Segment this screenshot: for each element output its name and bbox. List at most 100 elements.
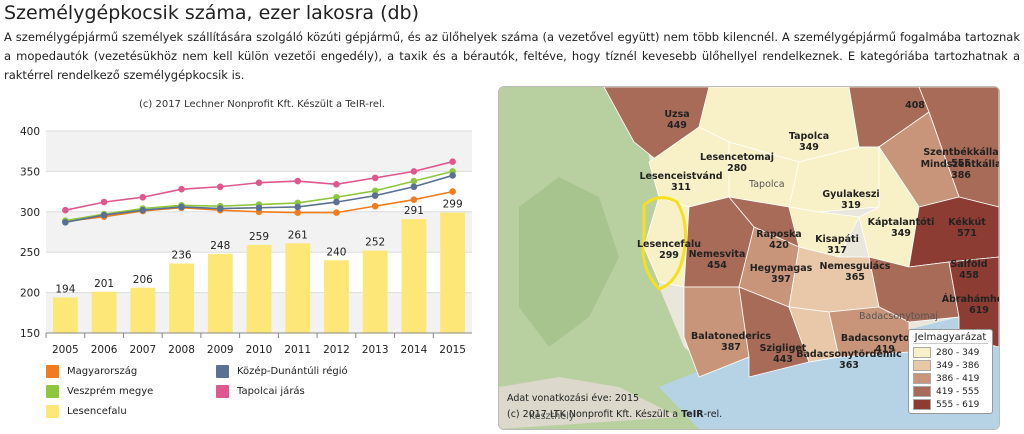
series-point bbox=[255, 179, 263, 187]
bar-data-label: 299 bbox=[443, 199, 463, 211]
series-point bbox=[216, 183, 224, 191]
series-point bbox=[333, 193, 340, 201]
region-lesencefalu[interactable] bbox=[643, 196, 690, 288]
bar-data-label: 252 bbox=[365, 237, 385, 249]
bar bbox=[91, 291, 117, 333]
region-value-label: 299 bbox=[659, 250, 679, 261]
region-name-label: Badacsonytomaj bbox=[841, 333, 929, 344]
bar-data-label: 194 bbox=[55, 283, 75, 295]
series-point bbox=[449, 158, 456, 166]
map-legend-row: 555 - 619 bbox=[913, 398, 988, 411]
legend-label: Lesencefalu bbox=[67, 406, 127, 417]
series-point bbox=[371, 174, 379, 182]
region-kisapati[interactable] bbox=[788, 206, 860, 258]
series-point bbox=[139, 193, 147, 201]
region-value-label: 311 bbox=[671, 182, 691, 193]
series-point bbox=[333, 209, 340, 216]
series-point bbox=[410, 177, 418, 185]
x-tick-label: 2006 bbox=[91, 344, 118, 356]
town-label: Tapolca bbox=[748, 179, 785, 190]
region-name-label: Lesenceistvánd bbox=[639, 171, 722, 182]
legend-label: Tapolcai járás bbox=[237, 386, 305, 397]
x-tick-label: 2005 bbox=[52, 344, 79, 356]
map-legend-row: 386 - 419 bbox=[913, 372, 988, 385]
region-value-label: 571 bbox=[957, 228, 977, 239]
region-name-label: Mindszentkálla bbox=[921, 159, 999, 170]
legend-item[interactable]: Tapolcai járás bbox=[216, 385, 305, 398]
series-point bbox=[294, 203, 302, 211]
region-nemesgulacs[interactable] bbox=[788, 246, 880, 313]
y-tick-label: 250 bbox=[20, 247, 40, 259]
legend-item[interactable]: Magyarország bbox=[46, 365, 137, 378]
map-svg[interactable]: Tapolca Keszthely Badacsonytomaj Uzsa449… bbox=[499, 87, 999, 429]
bar bbox=[207, 253, 233, 333]
map-legend-label: 386 - 419 bbox=[936, 373, 980, 384]
map-legend-swatch bbox=[913, 360, 931, 371]
legend-item[interactable]: Lesencefalu bbox=[46, 405, 127, 418]
legend-label: Veszprém megye bbox=[67, 386, 154, 397]
grid-band bbox=[46, 131, 472, 172]
series-point bbox=[333, 198, 340, 206]
region-balatonederics[interactable] bbox=[683, 286, 750, 378]
series-point bbox=[62, 206, 69, 214]
region-value-label: 449 bbox=[667, 120, 687, 131]
bar bbox=[324, 260, 349, 333]
series-point bbox=[62, 219, 69, 226]
region-name-label: Gyulakeszi bbox=[822, 189, 879, 200]
bar-data-label: 240 bbox=[326, 246, 346, 258]
map-legend-swatch bbox=[913, 399, 931, 410]
region-name-label: Nemesvita bbox=[689, 249, 746, 260]
legend-swatch bbox=[46, 365, 59, 378]
town-label: Badacsonytomaj bbox=[859, 311, 938, 322]
region-name-label: Szentbékkálla bbox=[923, 147, 998, 158]
region-kekkut[interactable] bbox=[908, 196, 999, 268]
series-point bbox=[255, 204, 263, 212]
region-value-label: 419 bbox=[875, 344, 895, 355]
legend-item[interactable]: Veszprém megye bbox=[46, 385, 153, 398]
series-point bbox=[333, 181, 340, 188]
bar bbox=[401, 219, 427, 333]
map-panel[interactable]: Tapolca Keszthely Badacsonytomaj Uzsa 449… bbox=[498, 86, 1000, 430]
region-name-label: Káptalantóti bbox=[868, 217, 935, 228]
x-tick-label: 2015 bbox=[439, 344, 466, 356]
region-value-label: 408 bbox=[905, 100, 925, 111]
region-name-label: Tapolca bbox=[789, 131, 829, 142]
region-value-label: 349 bbox=[891, 228, 911, 239]
region-value-label: 319 bbox=[841, 200, 861, 211]
series-point bbox=[294, 209, 302, 216]
map-legend-label: 419 - 555 bbox=[936, 386, 980, 397]
y-tick-label: 150 bbox=[20, 328, 40, 340]
region-value-label: 365 bbox=[845, 272, 865, 283]
bar-data-label: 261 bbox=[288, 229, 308, 241]
region-value-label: 363 bbox=[839, 360, 859, 371]
region-name-label: Szigliget bbox=[760, 343, 807, 354]
region-name-label: Uzsa bbox=[664, 109, 689, 120]
y-tick-label: 400 bbox=[20, 126, 40, 138]
y-tick-label: 350 bbox=[20, 166, 40, 178]
region-value-label: 454 bbox=[707, 260, 727, 271]
x-tick-label: 2010 bbox=[246, 344, 273, 356]
map-legend-swatch bbox=[913, 386, 931, 397]
bar-data-label: 291 bbox=[404, 205, 424, 217]
series-point bbox=[100, 211, 108, 219]
region-name-label: Raposka bbox=[756, 229, 801, 240]
bar bbox=[440, 212, 466, 333]
legend-swatch bbox=[216, 365, 229, 378]
region-szigliget[interactable] bbox=[738, 286, 810, 378]
region-value-label: 386 bbox=[951, 170, 971, 181]
map-year-note: Adat vonatkozási éve: 2015 bbox=[507, 393, 640, 404]
x-tick-label: 2009 bbox=[207, 344, 234, 356]
map-legend-swatch bbox=[913, 347, 931, 358]
region-name-label: Kisapáti bbox=[815, 234, 859, 245]
series-point bbox=[178, 185, 185, 193]
legend-item[interactable]: Közép-Dunántúli régió bbox=[216, 365, 348, 378]
legend-swatch bbox=[216, 385, 229, 398]
x-tick-label: 2012 bbox=[323, 344, 350, 356]
y-tick-label: 200 bbox=[20, 288, 40, 300]
page-description: A személygépjármű személyek szállítására… bbox=[4, 30, 1020, 82]
series-point bbox=[371, 202, 379, 210]
region-value-label: 619 bbox=[969, 305, 989, 316]
region-value-label: 280 bbox=[727, 163, 747, 174]
region-value-label: 420 bbox=[769, 240, 789, 251]
chart-credit: (c) 2017 Lechner Nonprofit Kft. Készült … bbox=[139, 98, 385, 110]
